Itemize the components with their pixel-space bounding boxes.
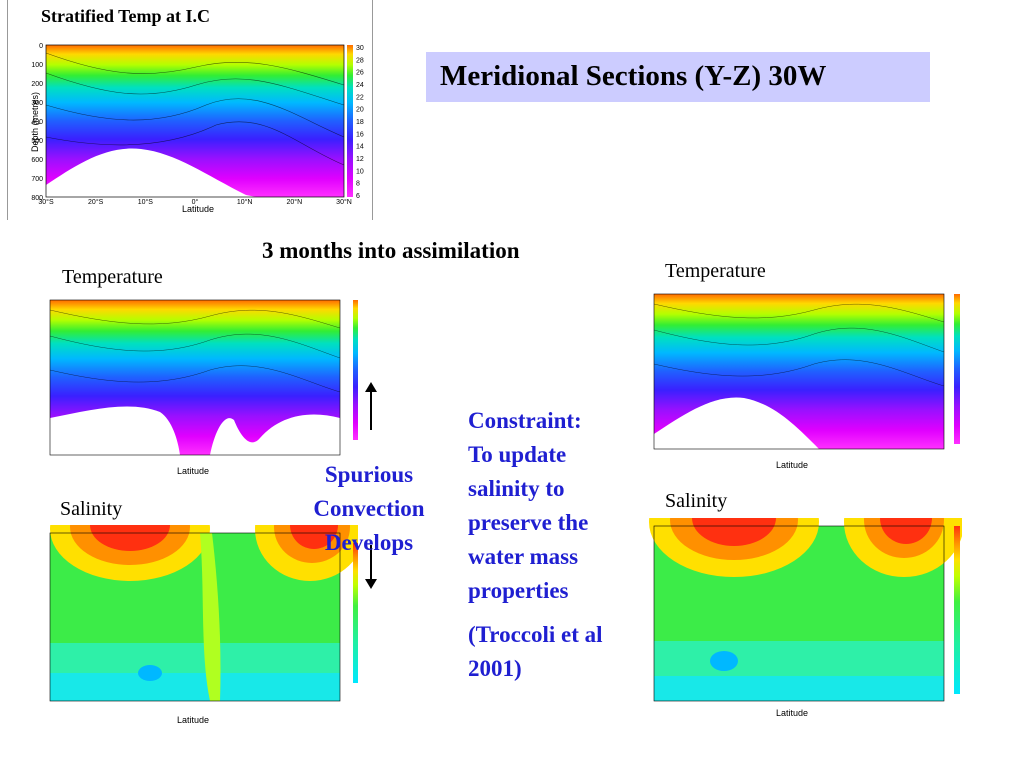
left-temp-xlabel: Latitude bbox=[177, 466, 209, 476]
spurious-line-1: Spurious bbox=[324, 462, 414, 487]
ic-ytick-label: 300 bbox=[31, 100, 43, 107]
ic-colorbar-label: 12 bbox=[356, 156, 364, 163]
right-temp-xlabel: Latitude bbox=[776, 460, 808, 470]
down-arrow-icon bbox=[365, 545, 377, 589]
right-temp-seafloor bbox=[654, 397, 819, 449]
ic-ytick-label: 0 bbox=[39, 43, 43, 50]
ic-xtick-label: 10°N bbox=[237, 198, 253, 206]
ic-xtick-label: 20°S bbox=[88, 198, 104, 206]
ic-colorbar-label: 30 bbox=[356, 45, 364, 52]
left-sal-xlabel: Latitude bbox=[177, 715, 209, 725]
ic-xtick-label: 10°S bbox=[138, 198, 154, 206]
ic-seafloor bbox=[46, 148, 256, 197]
spurious-line-3: Develops bbox=[324, 530, 414, 555]
ic-colorbar-label: 26 bbox=[356, 70, 364, 77]
ic-ylabel: Depth (metres) bbox=[30, 92, 40, 152]
ic-ytick-label: 600 bbox=[31, 157, 43, 164]
constraint-line-4: preserve the bbox=[468, 510, 589, 535]
main-title-box: Meridional Sections (Y-Z) 30W bbox=[426, 52, 930, 102]
left-temp-colorbar bbox=[353, 300, 358, 440]
ic-ytick-label: 700 bbox=[31, 176, 43, 183]
subtitle: 3 months into assimilation bbox=[262, 238, 520, 263]
ic-xtick-label: 20°N bbox=[287, 198, 303, 206]
ic-xtick-label: 30°N bbox=[336, 198, 352, 206]
left-sal-colorbar bbox=[353, 543, 358, 683]
left-salinity-plot: 3736.53635.53534.53433.53332.532 Latitud… bbox=[28, 525, 358, 725]
ic-colorbar-label: 8 bbox=[356, 181, 360, 188]
right-temperature-label: Temperature bbox=[665, 260, 766, 282]
right-salinity-label: Salinity bbox=[665, 490, 728, 512]
ic-colorbar-label: 18 bbox=[356, 119, 364, 126]
citation-line-2: 2001) bbox=[468, 656, 522, 681]
constraint-line-2: To update bbox=[468, 442, 567, 467]
right-sal-colorbar bbox=[954, 526, 960, 694]
ic-colorbar-label: 28 bbox=[356, 57, 364, 64]
spurious-convection-note: Spurious Convection Develops bbox=[294, 458, 444, 560]
ic-ytick-label: 200 bbox=[31, 81, 43, 88]
ic-colorbar-label: 22 bbox=[356, 94, 364, 101]
right-salinity-plot: 3736.53635.53534.53433.53332.532 Latitud… bbox=[632, 518, 962, 718]
constraint-line-1: Constraint: bbox=[468, 408, 582, 433]
constraint-line-3: salinity to bbox=[468, 476, 565, 501]
constraint-note: Constraint: To update salinity to preser… bbox=[468, 404, 648, 686]
spurious-line-2: Convection bbox=[313, 496, 425, 521]
ic-colorbar-label: 24 bbox=[356, 82, 364, 89]
ic-ytick-label: 400 bbox=[31, 119, 43, 126]
ic-colorbar-label: 6 bbox=[356, 193, 360, 200]
constraint-line-6: properties bbox=[468, 578, 569, 603]
ic-ytick-label: 100 bbox=[31, 62, 43, 69]
ic-xlabel: Latitude bbox=[182, 204, 214, 214]
left-temp-seafloor bbox=[50, 406, 180, 455]
left-temperature-label: Temperature bbox=[62, 266, 163, 288]
ic-ytick-label: 800 bbox=[31, 195, 43, 202]
right-sal-xlabel: Latitude bbox=[776, 708, 808, 718]
main-title: Meridional Sections (Y-Z) 30W bbox=[440, 60, 827, 92]
up-arrow-icon bbox=[365, 382, 377, 430]
ic-ytick-label: 500 bbox=[31, 138, 43, 145]
left-salinity-label: Salinity bbox=[60, 498, 123, 520]
ic-colorbar-label: 16 bbox=[356, 131, 364, 138]
ic-colorbar-label: 20 bbox=[356, 107, 364, 114]
ic-xtick-label: 30°S bbox=[38, 198, 54, 206]
constraint-line-5: water mass bbox=[468, 544, 579, 569]
ic-colorbar bbox=[347, 45, 353, 197]
ic-plot-svg: 30°S 20°S 10°S 0° 10°N 20°N 30°N 0 100 200 300 400… bbox=[30, 43, 364, 214]
ic-colorbar-label: 10 bbox=[356, 168, 364, 175]
citation-line-1: (Troccoli et al bbox=[468, 622, 603, 647]
ic-temperature-plot: Stratified Temp at I.C bbox=[7, 0, 373, 220]
ic-xtick-label: 0° bbox=[192, 198, 199, 206]
right-temp-colorbar bbox=[954, 294, 960, 444]
ic-title: Stratified Temp at I.C bbox=[41, 6, 211, 26]
ic-colorbar-label: 14 bbox=[356, 144, 364, 151]
